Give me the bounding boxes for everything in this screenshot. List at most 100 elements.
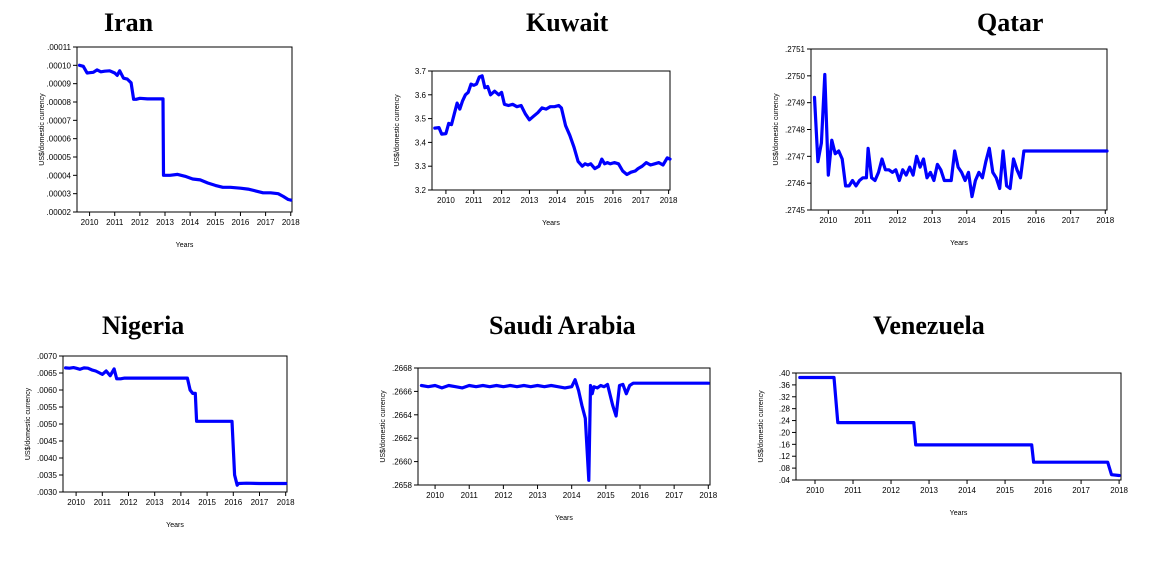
x-tick-label: 2014 xyxy=(181,218,199,227)
y-tick-label: .2750 xyxy=(785,72,806,81)
y-tick-label: .40 xyxy=(779,369,791,378)
series-line xyxy=(63,365,288,487)
y-tick-label: .0040 xyxy=(37,454,58,463)
y-tick-label: .2747 xyxy=(785,152,806,161)
x-tick-label: 2015 xyxy=(993,216,1011,225)
x-tick-label: 2014 xyxy=(563,491,581,500)
y-tick-label: .32 xyxy=(779,393,791,402)
y-tick-label: .20 xyxy=(779,428,791,437)
x-tick-label: 2016 xyxy=(232,218,250,227)
x-tick-label: 2018 xyxy=(282,218,300,227)
line-chart-venezuela: .04 .08 .12 .16 .20 .24 .28 .32 .36 .40 2010 2011 20… xyxy=(758,369,1129,517)
y-tick-label: .08 xyxy=(779,464,791,473)
x-tick-label: 2018 xyxy=(1110,486,1128,495)
x-axis-label: Years xyxy=(176,242,194,249)
y-axis-label: US$/domestic currency xyxy=(773,93,780,166)
y-tick-label: .0035 xyxy=(37,471,58,480)
x-tick-label: 2017 xyxy=(257,218,275,227)
x-tick-label: 2018 xyxy=(1096,216,1114,225)
series-line xyxy=(77,63,293,202)
y-tick-label: .12 xyxy=(779,452,791,461)
y-tick-label: .0030 xyxy=(37,488,58,497)
x-tick-label: 2012 xyxy=(889,216,907,225)
y-tick-label: .2660 xyxy=(392,458,413,467)
x-tick-label: 2017 xyxy=(665,491,683,500)
x-tick-label: 2011 xyxy=(465,196,483,205)
x-tick-label: 2014 xyxy=(958,486,976,495)
y-tick-label: .24 xyxy=(779,417,791,426)
x-tick-label: 2010 xyxy=(67,498,85,507)
line-chart-nigeria: .0030 .0035 .0040 .0045 .0050 .0055 .0060 .0065… xyxy=(25,352,295,529)
y-tick-label: .2666 xyxy=(392,387,413,396)
x-axis-label: Years xyxy=(950,510,968,517)
plot-frame xyxy=(62,355,288,493)
y-tick-label: 3.6 xyxy=(415,91,427,100)
x-tick-label: 2013 xyxy=(521,196,539,205)
y-tick-label: .00006 xyxy=(47,135,72,144)
y-tick-label: .2748 xyxy=(785,126,806,135)
y-tick-label: .28 xyxy=(779,405,791,414)
series-line xyxy=(798,375,1121,478)
x-axis-label: Years xyxy=(555,515,573,522)
y-tick-label: .00005 xyxy=(47,153,72,162)
chart-title: Kuwait xyxy=(526,8,609,37)
x-tick-label: 2011 xyxy=(844,486,862,495)
x-tick-label: 2017 xyxy=(632,196,650,205)
x-tick-label: 2017 xyxy=(1072,486,1090,495)
y-tick-label: .00010 xyxy=(47,61,72,70)
y-tick-label: 3.3 xyxy=(415,162,427,171)
y-tick-label: .04 xyxy=(779,476,791,485)
plot-frame xyxy=(417,367,711,486)
x-axis-label: Years xyxy=(166,522,184,529)
x-tick-label: 2013 xyxy=(146,498,164,507)
plot-frame xyxy=(431,70,671,191)
x-tick-label: 2011 xyxy=(106,218,124,227)
x-tick-label: 2017 xyxy=(251,498,269,507)
y-tick-label: .00009 xyxy=(47,80,72,89)
y-tick-label: .2668 xyxy=(392,364,413,373)
line-chart-saudi-arabia: .2658 .2660 .2662 .2664 .2666 .2668 2010 2011 20… xyxy=(380,364,718,522)
y-tick-label: .0065 xyxy=(37,369,58,378)
y-tick-label: .2664 xyxy=(392,411,413,420)
y-axis-label: US$/domestic currency xyxy=(380,390,387,463)
y-tick-label: .2658 xyxy=(392,481,413,490)
y-tick-label: .00002 xyxy=(47,208,72,217)
chart-title: Qatar xyxy=(977,8,1044,37)
x-tick-label: 2014 xyxy=(548,196,566,205)
line-chart-kuwait: 3.2 3.3 3.4 3.5 3.6 3.7 2010 2011 2012 2013 2014 20… xyxy=(394,67,678,227)
x-tick-label: 2016 xyxy=(224,498,242,507)
x-tick-label: 2015 xyxy=(206,218,224,227)
chart-title: Saudi Arabia xyxy=(489,311,636,340)
y-tick-label: .00008 xyxy=(47,98,72,107)
y-axis-label: US$/domestic currency xyxy=(39,93,46,166)
y-tick-label: .0050 xyxy=(37,420,58,429)
y-tick-label: .00011 xyxy=(47,43,71,52)
x-tick-label: 2016 xyxy=(631,491,649,500)
x-tick-label: 2012 xyxy=(120,498,138,507)
x-tick-label: 2010 xyxy=(437,196,455,205)
line-chart-iran: .00002 .00003 .00004 .00005 .00006 .00007 .000… xyxy=(39,43,300,249)
x-tick-label: 2016 xyxy=(604,196,622,205)
chart-title: Venezuela xyxy=(873,311,985,340)
x-tick-label: 2010 xyxy=(426,491,444,500)
series-line xyxy=(433,74,672,177)
y-tick-label: .00007 xyxy=(47,116,72,125)
series-line xyxy=(812,72,1109,199)
x-tick-label: 2015 xyxy=(597,491,615,500)
x-tick-label: 2014 xyxy=(958,216,976,225)
y-axis-label: US$/domestic currency xyxy=(758,390,765,463)
y-tick-label: 3.7 xyxy=(415,67,427,76)
x-tick-label: 2018 xyxy=(699,491,717,500)
y-tick-label: .2662 xyxy=(392,434,413,443)
x-tick-label: 2011 xyxy=(854,216,872,225)
y-axis-label: US$/domestic currency xyxy=(394,94,401,167)
series-line xyxy=(419,378,710,482)
x-tick-label: 2016 xyxy=(1027,216,1045,225)
x-tick-label: 2010 xyxy=(806,486,824,495)
x-tick-label: 2014 xyxy=(172,498,190,507)
y-tick-label: .0055 xyxy=(37,403,58,412)
x-tick-label: 2012 xyxy=(882,486,900,495)
y-tick-label: .00004 xyxy=(47,171,72,180)
y-tick-label: .2745 xyxy=(785,206,806,215)
plot-frame xyxy=(795,372,1122,481)
